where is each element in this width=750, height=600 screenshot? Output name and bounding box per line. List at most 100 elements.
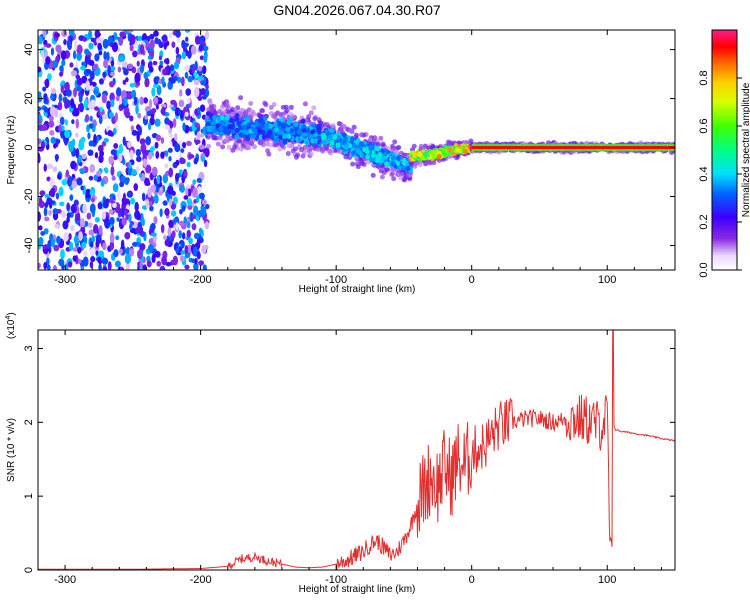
- spectrogram-cell: [244, 129, 250, 136]
- spectrogram-cell: [187, 50, 192, 59]
- spectrogram-cell: [76, 52, 82, 61]
- spectrogram-cell: [130, 125, 135, 132]
- spectrogram-cell: [159, 60, 164, 66]
- spectrogram-cell: [193, 79, 200, 86]
- spectrogram-cell: [153, 177, 157, 185]
- spectrogram-cell: [463, 148, 468, 155]
- spectrogram-cell: [157, 97, 163, 105]
- spectrogram-cell: [125, 262, 131, 270]
- spectrogram-cell: [131, 129, 138, 136]
- spectrogram-cell: [89, 115, 93, 122]
- spectrogram-cell: [272, 122, 278, 128]
- spectrogram-cell: [109, 92, 115, 103]
- spectrogram-cell: [66, 39, 72, 50]
- spectrogram-cell: [101, 257, 109, 265]
- spectrogram-cell: [152, 96, 159, 104]
- spectrogram-cell: [110, 60, 115, 67]
- spectrogram-cell: [76, 177, 83, 186]
- spectrogram-cell: [129, 34, 136, 45]
- spectrogram-cell: [59, 116, 65, 126]
- spectrogram-cell: [78, 154, 83, 162]
- spectrogram-cell: [61, 59, 66, 67]
- spectrogram-cell: [125, 77, 129, 83]
- spectrogram-cell: [411, 143, 417, 149]
- spectrogram-cell: [246, 122, 252, 128]
- spectrogram-cell: [38, 225, 43, 231]
- spectrogram-cell: [150, 222, 156, 231]
- spectrogram-cell: [77, 246, 82, 254]
- spectrogram-cell: [156, 260, 162, 267]
- spectrogram-cell: [149, 39, 155, 50]
- spectrogram-cell: [94, 152, 99, 159]
- spectrogram-cell: [120, 239, 125, 250]
- spectrogram-cell: [160, 224, 165, 234]
- spectrogram-cell: [103, 59, 109, 69]
- spectrogram-cell: [257, 128, 262, 134]
- spectrogram-cell: [204, 30, 210, 40]
- spectrogram-cell: [264, 122, 270, 129]
- spectrogram-cell: [205, 203, 210, 210]
- spectrogram-cell: [308, 110, 314, 116]
- spectrogram-cell: [107, 129, 113, 137]
- spectrogram-cell: [103, 137, 109, 143]
- spectrogram-cell: [87, 30, 93, 40]
- spectrogram-cell: [130, 197, 136, 205]
- spectrogram-cell: [289, 128, 295, 134]
- spectrogram-cell: [169, 64, 175, 72]
- spectrogram-cell: [55, 44, 62, 53]
- spectrogram-cell: [66, 212, 71, 218]
- spectrogram-cell: [148, 98, 153, 109]
- spectrogram-cell: [72, 247, 79, 252]
- spectrogram-cell: [153, 216, 158, 225]
- spectrogram-cell: [96, 175, 102, 182]
- spectrogram-cell: [76, 85, 82, 92]
- spectrogram-cell: [129, 149, 134, 160]
- spectrogram-cell: [368, 144, 374, 150]
- spectrogram-cell: [43, 261, 48, 270]
- spectrogram-cell: [60, 249, 65, 260]
- spectrogram-cell: [60, 50, 67, 61]
- spectrogram-cell: [137, 112, 142, 119]
- spectrogram-cell: [193, 262, 199, 270]
- spectrogram-cell: [109, 232, 115, 243]
- spectrogram-cell: [203, 53, 208, 63]
- spectrogram-cell: [38, 138, 42, 145]
- spectrogram-cell: [293, 154, 299, 160]
- spectrogram-cell: [146, 111, 152, 117]
- spectrogram-cell: [137, 225, 144, 235]
- spectrogram-cell: [56, 235, 61, 245]
- spectrogram-cell: [293, 121, 299, 127]
- spectrogram-cell: [178, 108, 182, 115]
- spectrogram-cell: [147, 151, 153, 160]
- spectrogram-cell: [81, 241, 87, 249]
- spectrogram-cell: [161, 76, 165, 85]
- spectrogram-cell: [447, 146, 453, 153]
- spectrogram-cell: [61, 179, 68, 186]
- spectrogram-cell: [154, 250, 161, 258]
- spectrogram-cell: [43, 106, 49, 113]
- spectrogram-cell: [147, 122, 152, 131]
- spectrogram-cell: [427, 160, 433, 166]
- spectrogram-cell: [163, 235, 168, 240]
- spectrogram-cell: [63, 39, 67, 46]
- spectrogram-cell: [136, 213, 141, 221]
- spectrogram-cell: [155, 151, 160, 159]
- spectrogram-cell: [361, 146, 367, 153]
- spectrogram-cell: [168, 32, 173, 39]
- spectrogram-cell: [160, 266, 164, 270]
- spectrogram-cell: [390, 171, 396, 177]
- spectrogram-cell: [119, 181, 125, 188]
- spectrogram-cell: [38, 36, 43, 45]
- spectrogram-cell: [126, 191, 133, 198]
- spectrogram-cell: [123, 68, 129, 76]
- spectrogram-cell: [59, 65, 64, 72]
- spectrogram-cell: [350, 136, 355, 142]
- spectrogram-cell: [79, 168, 86, 175]
- spectrogram-cell: [145, 136, 151, 146]
- spectrogram-cell: [226, 144, 232, 150]
- spectrogram-cell: [370, 172, 376, 178]
- spectrogram-cell: [75, 132, 79, 138]
- spectrogram-cell: [103, 50, 107, 61]
